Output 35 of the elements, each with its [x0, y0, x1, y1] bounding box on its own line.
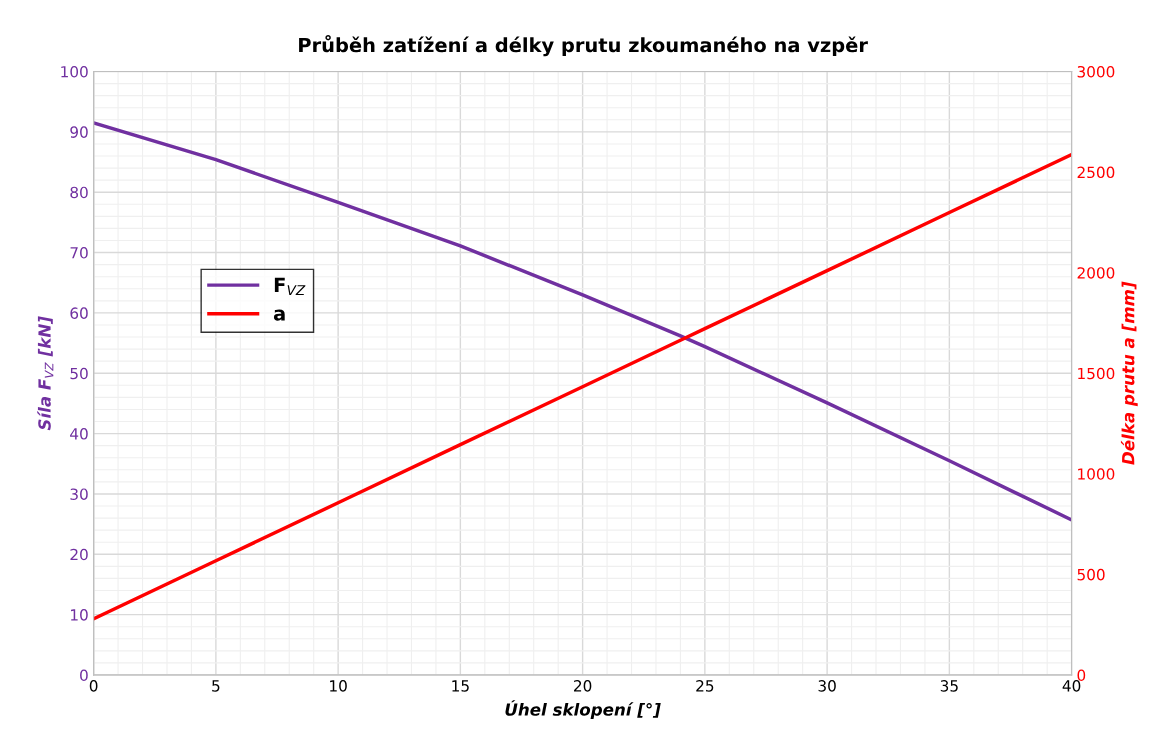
y2-tick-label: 3000 [1077, 65, 1115, 78]
legend-label: F$_{VZ}$ [274, 277, 306, 296]
y-tick-label: 60 [70, 307, 88, 319]
x-tick-label: 30 [818, 680, 836, 692]
y-tick-label: 50 [70, 367, 88, 380]
x-axis-title: Úhel sklopení [°] [505, 700, 661, 720]
line-series [93, 152, 1072, 621]
y-tick-label: 0 [80, 669, 88, 681]
y2-tick-label: 1000 [1078, 468, 1115, 480]
y-tick-label: 100 [61, 65, 88, 78]
y-tick-label: 20 [70, 548, 88, 561]
x-tick-label: 5 [212, 680, 220, 692]
y2-tick-label: 1500 [1078, 367, 1115, 380]
y2-tick-label: 2500 [1077, 166, 1115, 179]
x-tick-label: 40 [1062, 680, 1081, 692]
y2-tick-label: 0 [1077, 669, 1086, 681]
x-tick-label: 0 [89, 680, 98, 692]
x-tick-label: 25 [696, 680, 714, 692]
y2-axis-title: Délka prutu a [mm] [1120, 281, 1138, 465]
chart-title: Průběh zatížení a délky prutu zkoumaného na vzpěr [299, 35, 868, 57]
y2-tick-label: 2000 [1077, 267, 1115, 279]
x-tick-label: 15 [452, 680, 469, 692]
y-tick-label: 90 [70, 126, 88, 138]
y2-tick-label: 500 [1077, 568, 1105, 581]
line-series [93, 121, 1072, 522]
y-tick-label: 10 [71, 609, 88, 621]
y-tick-label: 30 [70, 488, 88, 500]
x-tick-label: 35 [940, 680, 958, 692]
y-axis-title: Síla F$_{VZ}$ [kN] [37, 316, 54, 431]
y-tick-label: 40 [70, 428, 88, 440]
y-tick-label: 70 [70, 247, 88, 259]
legend-label: a [273, 309, 285, 321]
x-tick-label: 20 [574, 680, 592, 692]
y-tick-label: 80 [70, 186, 88, 199]
x-tick-label: 10 [330, 680, 347, 692]
